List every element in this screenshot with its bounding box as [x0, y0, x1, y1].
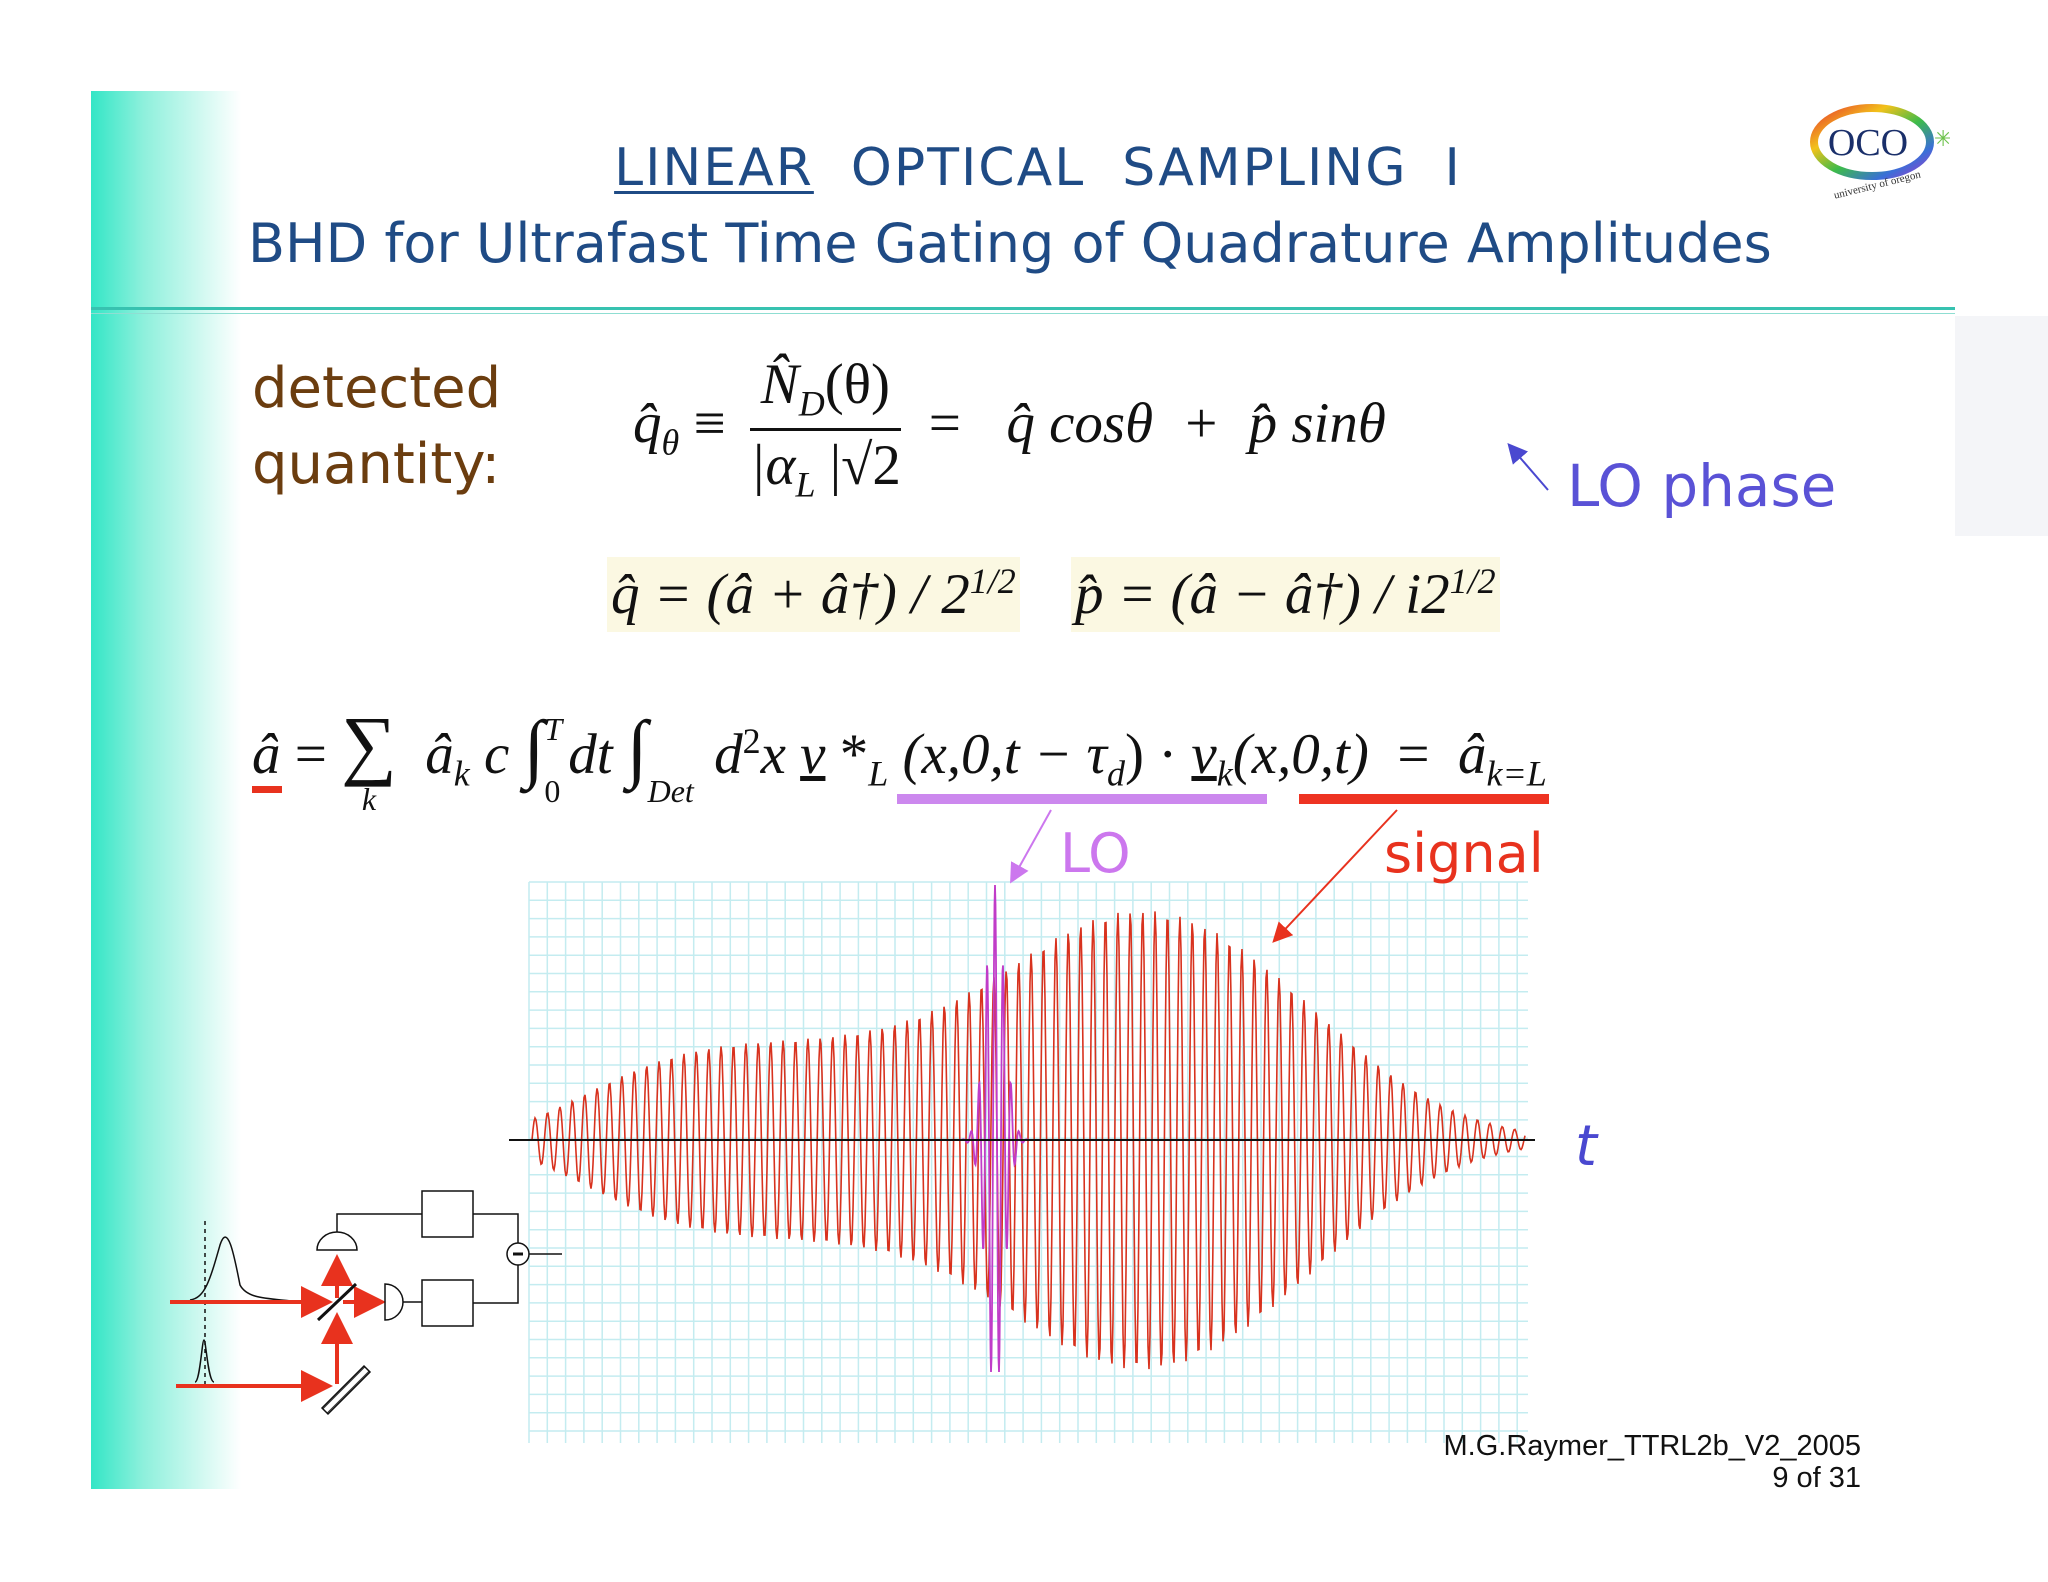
rule: [91, 313, 1955, 314]
subscript: k=L: [1486, 753, 1547, 794]
signal-underline: [1299, 794, 1549, 804]
label: quantity:: [252, 432, 501, 497]
symbol: v: [800, 723, 826, 786]
logo-ring: [1810, 104, 1934, 180]
mirror: [320, 1364, 372, 1416]
axis-label: t: [1575, 1114, 1599, 1179]
title-rest: OPTICAL SAMPLING I: [850, 138, 1462, 198]
symbol: (x,0,t): [1232, 723, 1369, 786]
symbol: x: [760, 723, 801, 786]
logo-star: ✳: [1934, 127, 1950, 152]
symbol: â: [1457, 723, 1487, 786]
detector: [316, 1231, 358, 1251]
label: detected: [252, 356, 502, 421]
fraction: N̂D(θ) |αL |√2: [749, 352, 901, 506]
superscript: 1/2: [1449, 561, 1496, 601]
amplifier: [421, 1190, 474, 1238]
lower-limit: Det: [647, 772, 694, 809]
setup-diagram: [170, 1190, 562, 1416]
definition: q̂ = (â + â†) / 21/2: [607, 557, 1020, 632]
beam-splitter: [316, 1282, 358, 1322]
symbol: v: [1191, 723, 1217, 786]
symbol: q̂: [633, 391, 662, 455]
subscript: L: [795, 464, 816, 505]
lo-label: LO: [1060, 822, 1131, 885]
denominator: |αL |√2: [750, 431, 901, 505]
side-gradient: [91, 91, 241, 1489]
waveform: [531, 884, 1526, 1373]
symbol: (x,0,t − τ: [888, 723, 1107, 786]
subscript: D: [798, 383, 825, 424]
symbol: =: [280, 723, 342, 786]
lower-limit: 0: [544, 772, 561, 809]
symbol: =: [1368, 723, 1458, 786]
grid: [528, 881, 1528, 1443]
symbol: ): [1124, 723, 1144, 786]
symbol: N̂: [760, 353, 799, 416]
signal-wave: [531, 911, 1526, 1370]
definition-text: p̂ = (â − â†) / i2: [1075, 563, 1450, 626]
underline: [252, 786, 282, 793]
symbol: *: [825, 723, 869, 786]
symbol: â: [425, 723, 454, 786]
signal-label: signal: [1384, 822, 1544, 885]
amplifier: [421, 1279, 474, 1327]
definition: p̂ = (â − â†) / i21/2: [1071, 557, 1500, 632]
symbol: |α: [749, 434, 796, 498]
page-number: 9 of 31: [1772, 1462, 1861, 1494]
mode-equation: â = ∑ k âk c ∫ T 0 dt ∫ Det d2x v *L (x,0,t −…: [252, 700, 1547, 817]
symbol: |√2: [815, 434, 901, 498]
symbol: c: [469, 723, 524, 786]
title: LINEAR OPTICAL SAMPLING I: [0, 138, 2048, 198]
subtitle: BHD for Ultrafast Time Gating of Quadrat…: [248, 212, 1772, 275]
quadrature-equation: q̂θ ≡ N̂D(θ) |αL |√2 = q̂ cosθ + p̂ sinθ: [633, 352, 1386, 506]
subscript: L: [868, 753, 889, 794]
numerator: N̂D(θ): [749, 352, 901, 432]
sum-index: k: [361, 781, 377, 817]
superscript: 1/2: [969, 561, 1016, 601]
subscript: k: [453, 753, 470, 794]
symbol: (θ): [824, 353, 891, 416]
integral: ∫: [523, 706, 545, 790]
arrow: [1507, 442, 1549, 491]
logo-text: OCO: [1828, 122, 1908, 164]
symbol: ·: [1143, 723, 1192, 786]
superscript: 2: [742, 721, 761, 761]
symbol: d: [699, 723, 743, 786]
lo-pulse: [194, 1339, 215, 1383]
logo: OCO university of oregon ✳: [1810, 104, 1950, 200]
integral: ∫: [626, 706, 648, 790]
shade: [1955, 316, 2048, 536]
wire: [336, 1213, 422, 1232]
arrow: [1272, 809, 1398, 943]
detector: [384, 1283, 404, 1321]
upper-limit: T: [544, 710, 563, 747]
wire: [473, 1213, 519, 1243]
sum: ∑: [341, 700, 397, 787]
source: M.G.Raymer_TTRL2b_V2_2005: [1443, 1430, 1861, 1462]
subscript: θ: [661, 422, 680, 463]
subscript: d: [1106, 753, 1125, 794]
lo-wave: [955, 884, 1035, 1373]
arrow: [1010, 809, 1052, 884]
symbol: dt: [568, 723, 627, 786]
symbol: ≡: [693, 391, 726, 455]
signal-pulse: [189, 1236, 301, 1303]
subscript: k: [1216, 753, 1233, 794]
symbol: â: [252, 723, 281, 786]
annotation: LO phase: [1567, 452, 1837, 520]
rhs: = q̂ cosθ + p̂ sinθ: [925, 391, 1386, 455]
title-underlined: LINEAR: [614, 138, 814, 198]
wire: [473, 1265, 519, 1304]
lo-underline: [897, 794, 1267, 804]
definition-text: q̂ = (â + â†) / 2: [611, 563, 970, 626]
rule: [91, 307, 1955, 310]
